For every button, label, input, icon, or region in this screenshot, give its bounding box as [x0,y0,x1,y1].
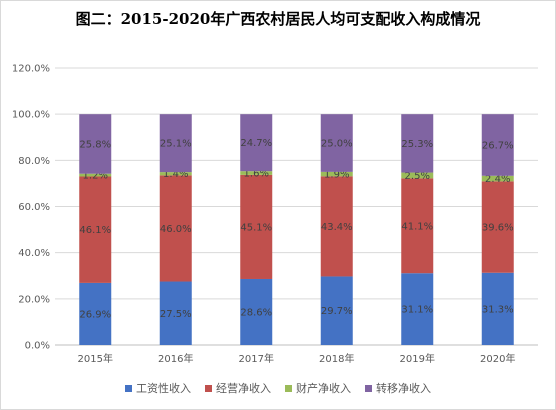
bar-segment [79,282,112,345]
legend-swatch [365,384,372,392]
data-label: 25.8% [79,139,111,150]
data-label: 43.4% [321,222,353,233]
bar-segment [320,114,353,172]
legend-swatch [205,384,212,392]
legend-item: 财产净收入 [285,380,351,396]
bar-segment [159,175,192,282]
chart-title: 图二：2015-2020年广西农村居民人均可支配收入构成情况 [75,10,481,28]
bar-segment [481,175,514,182]
legend-swatch [125,384,132,392]
y-tick-label: 40.0% [18,248,50,259]
legend-label: 财产净收入 [296,382,351,395]
legend-swatch [285,384,292,392]
data-label: 31.1% [401,305,433,316]
data-label: 41.1% [401,221,433,232]
data-label: 31.3% [482,304,514,315]
data-label: 46.1% [79,225,111,236]
bar-segment [481,272,514,345]
bar-segment [79,173,112,177]
bar-segment [320,276,353,345]
data-label: 25.1% [160,139,192,150]
data-label: 1.2% [83,171,108,182]
x-tick-label: 2019年 [400,352,435,365]
x-tick-label: 2016年 [158,352,193,365]
bar-segment [240,171,273,175]
legend-item: 转移净收入 [365,380,431,396]
bar-segment [401,172,434,179]
bar-segment [79,176,112,283]
legend-label: 经营净收入 [216,382,271,395]
x-tick-label: 2017年 [239,352,274,365]
data-label: 26.9% [79,309,111,320]
y-tick-label: 0.0% [25,341,50,352]
bar-segment [401,114,434,173]
bar-segment [401,273,434,345]
bar-segment [320,171,353,177]
data-label: 2.4% [485,174,510,185]
bar-segment [240,114,273,172]
data-label: 25.3% [401,139,433,150]
y-tick-label: 80.0% [18,156,50,167]
bar-segment [159,114,192,173]
legend-item: 工资性收入 [125,380,191,396]
bar-segment [401,178,434,274]
data-label: 45.1% [240,222,272,233]
bar-segment [240,278,273,345]
y-tick-label: 120.0% [12,64,50,75]
data-label: 26.7% [482,140,514,151]
data-label: 29.7% [321,306,353,317]
legend-label: 工资性收入 [136,382,191,395]
data-label: 25.0% [321,139,353,150]
bar-segment [240,174,273,279]
data-label: 1.6% [244,169,269,180]
bar-segment [159,172,192,176]
y-tick-label: 100.0% [12,110,50,121]
data-label: 1.9% [324,170,349,181]
x-tick-label: 2015年 [78,352,113,365]
data-label: 1.4% [163,169,188,180]
chart-legend: 工资性收入 经营净收入 财产净收入 转移净收入 [0,380,556,396]
data-label: 46.0% [160,224,192,235]
y-tick-label: 20.0% [18,294,50,305]
x-tick-label: 2020年 [480,352,515,365]
legend-item: 经营净收入 [205,380,271,396]
y-tick-label: 60.0% [18,202,50,213]
bar-segment [79,114,112,174]
bar-segment [481,114,514,176]
bar-segment [481,181,514,273]
data-label: 28.6% [240,307,272,318]
data-label: 39.6% [482,223,514,234]
data-label: 24.7% [240,138,272,149]
x-tick-label: 2018年 [319,352,354,365]
bar-segment [159,281,192,345]
bar-segment [320,176,353,277]
data-label: 27.5% [160,309,192,320]
data-label: 2.5% [405,171,430,182]
legend-label: 转移净收入 [376,382,431,395]
